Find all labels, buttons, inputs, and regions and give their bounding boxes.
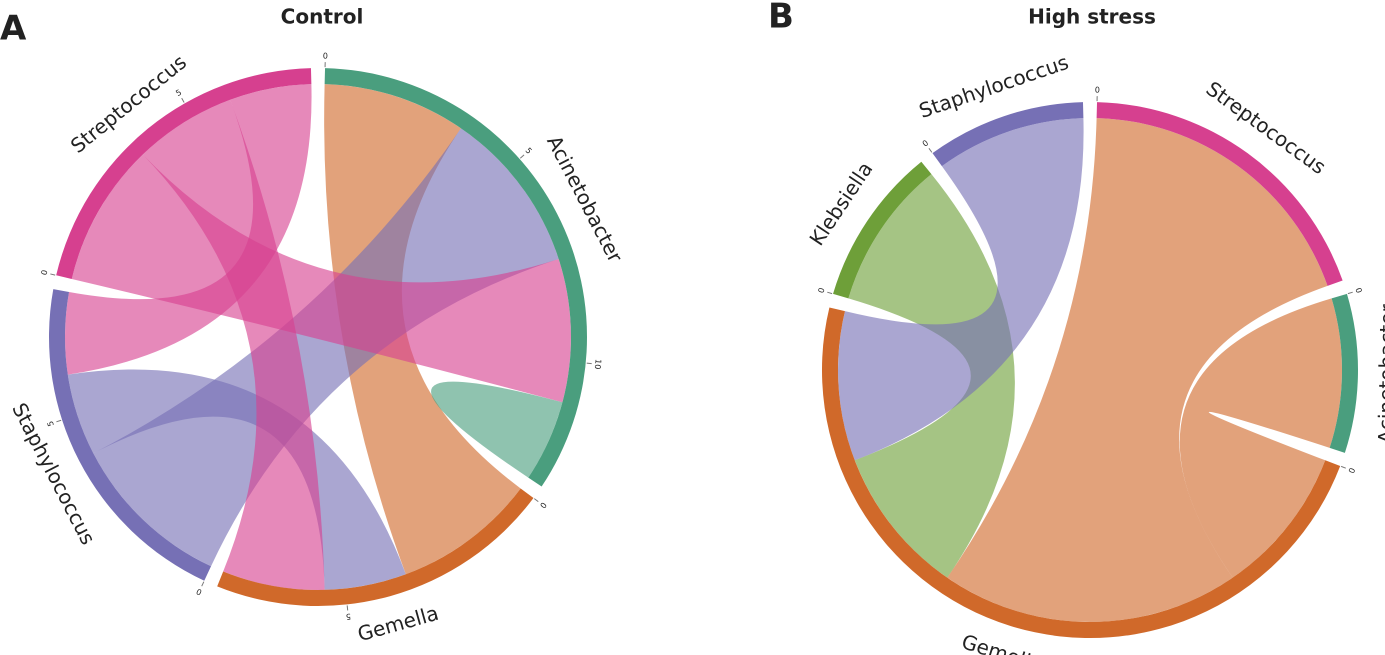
tick-label: 0 — [538, 500, 548, 509]
tick-label: 5 — [174, 88, 183, 98]
tick-label: 10 — [593, 359, 603, 370]
chord — [64, 84, 312, 375]
tick-label: 0 — [195, 586, 203, 596]
tick-label: 0 — [816, 287, 826, 294]
sector-arc — [49, 289, 212, 581]
tick-mark — [181, 97, 185, 103]
tick-label: 0 — [1346, 466, 1356, 474]
chord — [93, 128, 559, 567]
chord — [1179, 298, 1342, 578]
chord — [324, 84, 521, 575]
tick-mark — [1340, 465, 1346, 469]
sector-label: Gemella — [959, 629, 1045, 655]
tick-label: 5 — [345, 612, 351, 621]
sector-label: Gemella — [355, 601, 441, 646]
chart-title: High stress — [1028, 5, 1156, 29]
sector-arc — [932, 102, 1084, 167]
sector-arc — [1096, 102, 1343, 286]
tick-mark — [928, 148, 933, 153]
tick-mark — [56, 419, 62, 423]
tick-label: 0 — [1353, 287, 1363, 294]
tick-mark — [1347, 291, 1353, 295]
panel-letter: A — [0, 9, 27, 49]
sector-arc — [833, 161, 932, 299]
tick-mark — [533, 498, 539, 503]
sector-arc — [324, 68, 588, 487]
chart-title: Control — [281, 5, 364, 29]
panel-letter: B — [768, 0, 794, 37]
tick-mark — [827, 291, 833, 295]
chord — [848, 174, 1015, 578]
tick-mark — [50, 273, 56, 276]
tick-mark — [201, 581, 205, 587]
sector-arc — [217, 488, 534, 607]
tick-label: 0 — [921, 138, 930, 148]
tick-label: 0 — [40, 269, 50, 276]
sector-label: Acinetobacter — [1374, 303, 1385, 443]
tick-label: 0 — [323, 52, 328, 61]
tick-mark — [346, 605, 349, 611]
chord — [431, 381, 563, 478]
tick-mark — [519, 154, 525, 159]
tick-label: 0 — [1095, 86, 1100, 95]
tick-label: 5 — [46, 420, 56, 428]
sector-arc — [56, 68, 312, 279]
chord — [142, 99, 325, 590]
chord — [837, 118, 1084, 461]
chord — [947, 118, 1328, 622]
sector-arc — [1329, 293, 1358, 453]
tick-label: 5 — [523, 146, 533, 156]
